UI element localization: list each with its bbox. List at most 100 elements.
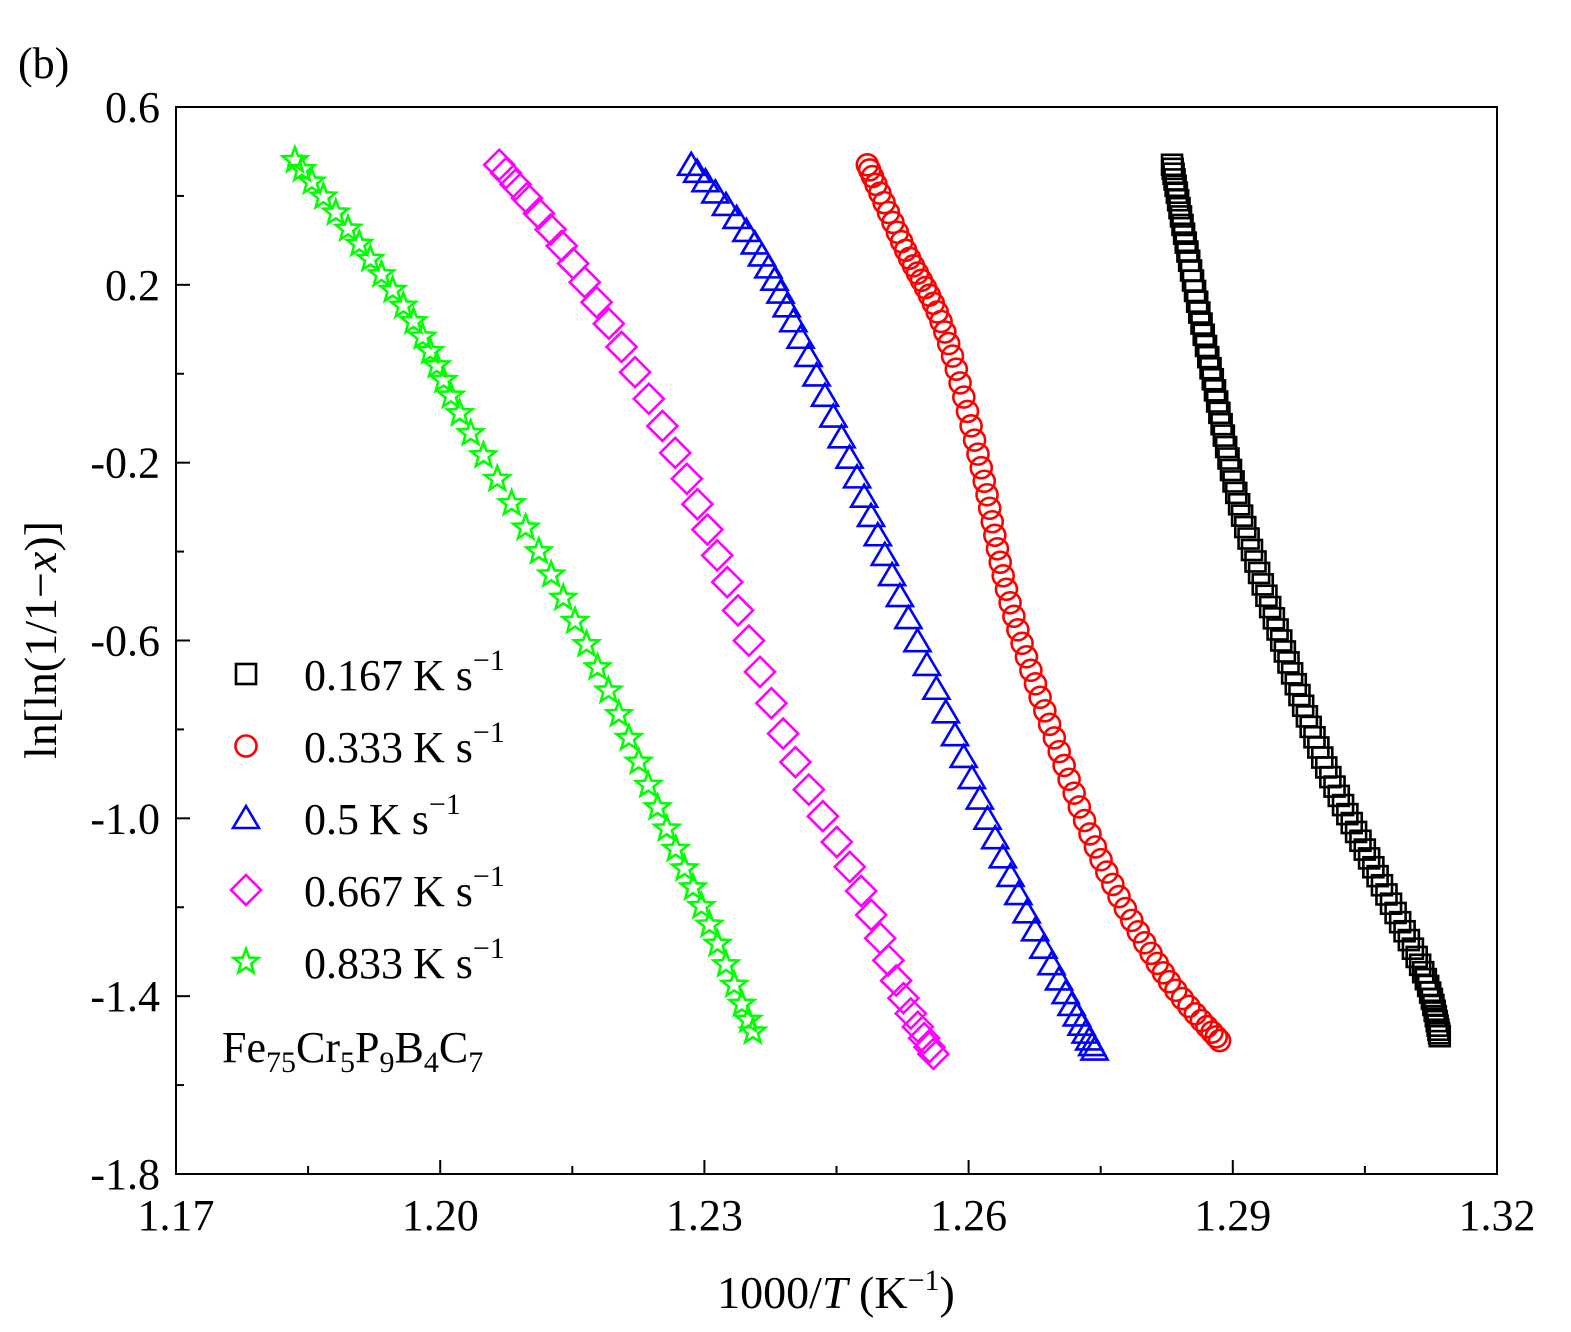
data-point (754, 686, 789, 721)
data-point (994, 577, 1019, 602)
data-point (427, 363, 460, 394)
data-point (998, 590, 1022, 615)
data-point (972, 804, 1003, 830)
data-point (1214, 435, 1238, 459)
data-point (1230, 504, 1254, 527)
x-tick-label: 1.23 (666, 1191, 743, 1240)
data-point (645, 409, 680, 443)
data-point (510, 181, 544, 216)
data-point (1233, 515, 1257, 539)
legend-item: 0.667 K s−1 (229, 860, 505, 916)
series-diamond (482, 147, 951, 1071)
data-point (1212, 424, 1236, 447)
x-tick-label: 1.17 (138, 1191, 215, 1240)
data-point (841, 462, 873, 489)
legend-unit: K s (413, 651, 473, 700)
series-circle (855, 152, 1232, 1053)
x-axis-title-pre: 1000/ (717, 1267, 822, 1318)
data-point (736, 1015, 769, 1046)
data-point (535, 558, 568, 589)
data-point (1003, 879, 1034, 906)
series-square (1160, 153, 1452, 1048)
data-point (1204, 1025, 1229, 1049)
comp-c: C (439, 1023, 468, 1072)
x-tick-label: 1.29 (1194, 1191, 1271, 1240)
data-point (732, 623, 766, 658)
data-point (1169, 205, 1193, 228)
data-point (871, 943, 906, 978)
legend-value: 0.5 (304, 795, 359, 844)
data-point (632, 381, 666, 416)
x-axis: 1.17 1.20 1.23 1.26 1.29 1.32 (138, 1160, 1536, 1240)
data-point (959, 414, 983, 438)
data-point (785, 323, 816, 350)
panel-label: (b) (18, 39, 69, 88)
data-point (556, 246, 590, 281)
data-point (675, 150, 707, 177)
data-point (659, 832, 692, 863)
data-point (376, 273, 409, 304)
data-point (1418, 981, 1442, 1004)
data-point (1095, 860, 1119, 884)
data-point (975, 482, 999, 507)
legend-unit: K s (369, 795, 429, 844)
data-point (983, 523, 1007, 548)
legend-sup: −1 (429, 788, 461, 821)
legend-value: 0.833 (304, 939, 403, 988)
data-point (670, 461, 704, 496)
data-point (1019, 915, 1051, 942)
data-point (844, 874, 879, 908)
data-point (641, 790, 674, 822)
data-point (826, 422, 857, 449)
legend-marker (230, 945, 262, 976)
data-point (1217, 447, 1240, 470)
data-point (988, 550, 1013, 575)
data-point (1043, 964, 1075, 991)
data-point (900, 1009, 935, 1044)
y-tick-label: -0.2 (90, 439, 160, 488)
y-tick-label: -1.4 (90, 972, 160, 1021)
legend-unit: K s (413, 939, 473, 988)
data-point (680, 487, 715, 522)
data-point (1207, 1028, 1232, 1053)
data-point (387, 289, 420, 320)
data-point (710, 565, 745, 599)
data-point (1428, 1024, 1452, 1048)
data-point (869, 540, 901, 567)
data-point (832, 850, 867, 884)
data-point (731, 216, 762, 243)
data-point (332, 212, 364, 243)
data-point (700, 177, 731, 204)
data-point (948, 742, 979, 769)
data-point (952, 385, 976, 409)
y-tick-label: -1.0 (90, 794, 160, 843)
data-point (912, 1030, 947, 1064)
data-point (1251, 573, 1275, 596)
data-point (1200, 1020, 1224, 1044)
data-point (581, 650, 614, 682)
data-point (1011, 897, 1042, 924)
legend-marker (234, 662, 258, 686)
data-point (791, 772, 826, 807)
legend-item: 0.333 K s−1 (234, 716, 505, 772)
data-point (902, 626, 933, 653)
data-point (1062, 781, 1086, 805)
data-point (916, 1037, 951, 1071)
comp-cr-sub: 5 (340, 1046, 355, 1079)
data-point (936, 331, 961, 356)
data-point (567, 265, 602, 300)
data-point (834, 443, 865, 469)
data-point (454, 416, 487, 447)
data-point (956, 763, 988, 790)
data-point (286, 152, 318, 183)
data-point (862, 520, 894, 547)
data-point (547, 581, 580, 612)
comp-fe-sub: 75 (266, 1046, 296, 1079)
data-point (701, 927, 734, 958)
data-point (1033, 699, 1057, 723)
y-axis-title-post: )] (15, 521, 66, 552)
data-point (295, 165, 328, 196)
series-star (279, 143, 769, 1046)
data-point (1219, 458, 1243, 482)
data-point (721, 593, 755, 628)
